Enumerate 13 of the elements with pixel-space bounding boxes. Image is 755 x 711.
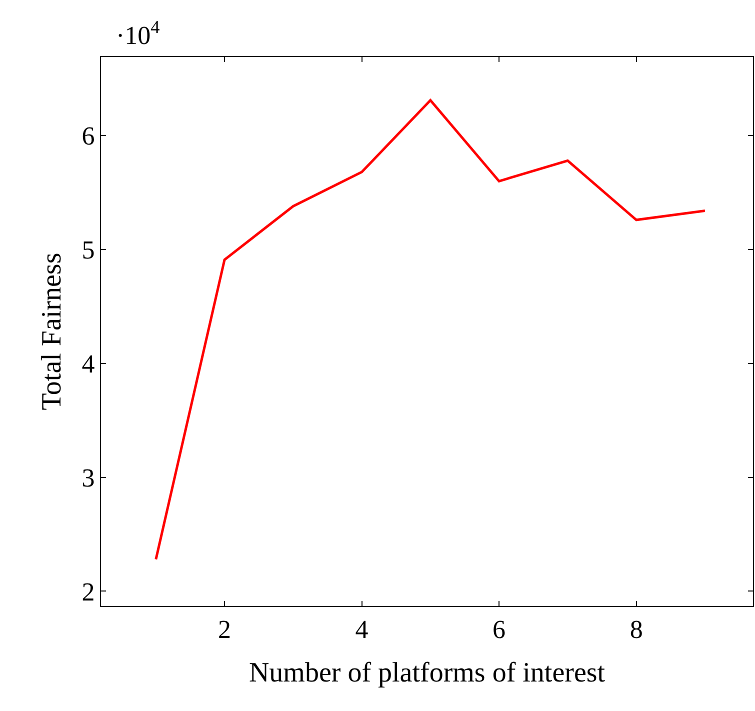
y-tick-label: 6 bbox=[82, 122, 95, 151]
x-tick-label: 8 bbox=[630, 615, 643, 644]
text: ·10$^{4}$ bbox=[116, 17, 160, 50]
x-tick-label: 4 bbox=[355, 615, 368, 644]
y-tick-label: 2 bbox=[82, 577, 95, 606]
line-series bbox=[154, 99, 706, 561]
y-tick-label: 3 bbox=[82, 463, 95, 492]
x-tick-label: 2 bbox=[218, 615, 232, 644]
x-axis-title: Number of platforms of interest bbox=[248, 657, 606, 688]
y-tick-label: 5 bbox=[82, 236, 95, 265]
y-tick-label: 4 bbox=[82, 349, 95, 378]
x-tick-label: 6 bbox=[492, 615, 506, 644]
y-axis-title: Total Fairness bbox=[36, 252, 68, 410]
